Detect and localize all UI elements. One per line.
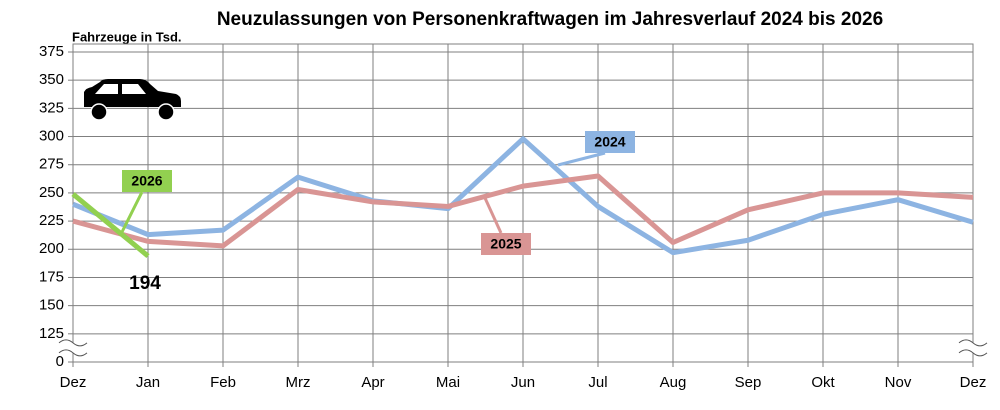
axis-break: [58, 339, 88, 357]
y-tick-label: 0: [56, 353, 64, 370]
y-axis-label: Fahrzeuge in Tsd.: [72, 29, 182, 44]
series-line: [72, 173, 974, 249]
axis-break-gap: [59, 342, 87, 353]
axis-break-gap: [959, 342, 987, 353]
axis-break: [958, 339, 988, 357]
y-tick-label: 125: [39, 325, 64, 342]
tag-leader: [120, 191, 144, 233]
y-tick-label: 375: [39, 43, 64, 60]
y-tick-label: 200: [39, 240, 64, 257]
x-tick-label: Mai: [436, 374, 460, 391]
y-tick-label: 275: [39, 156, 64, 173]
y-tick-label: 350: [39, 71, 64, 88]
series-tag-box: [481, 233, 531, 255]
y-tick-label: 300: [39, 128, 64, 145]
x-tick-label: Okt: [811, 374, 835, 391]
lines: [71, 136, 974, 258]
tag-leader: [483, 197, 503, 234]
y-tick-label: 175: [39, 268, 64, 285]
x-tick-label: Mrz: [286, 374, 311, 391]
series-line: [72, 136, 974, 256]
x-tick-label: Aug: [660, 374, 687, 391]
x-tick-label: Jul: [588, 374, 607, 391]
series-line: [71, 192, 150, 258]
x-tick-label: Jun: [511, 374, 535, 391]
series-tag: 2026: [131, 173, 162, 189]
series-tag: 2024: [594, 134, 625, 150]
series-tag-box: [122, 170, 172, 192]
series-tag-box: [585, 131, 635, 153]
x-tick-label: Sep: [735, 374, 762, 391]
tag-leader: [557, 151, 606, 167]
y-tick-label: 325: [39, 99, 64, 116]
x-tick-label: Dez: [960, 374, 987, 391]
y-tick-label: 150: [39, 297, 64, 314]
chart-title: Neuzulassungen von Personenkraftwagen im…: [217, 9, 883, 30]
x-tick-label: Apr: [361, 374, 384, 391]
x-tick-label: Dez: [60, 374, 87, 391]
y-tick-label: 250: [39, 184, 64, 201]
x-tick-label: Feb: [210, 374, 236, 391]
data-label: 194: [129, 273, 161, 294]
car-icon: [84, 79, 181, 121]
grid: [58, 43, 988, 367]
y-tick-label: 225: [39, 212, 64, 229]
series-tag: 2025: [490, 236, 521, 252]
x-tick-label: Jan: [136, 374, 160, 391]
x-tick-label: Nov: [885, 374, 912, 391]
